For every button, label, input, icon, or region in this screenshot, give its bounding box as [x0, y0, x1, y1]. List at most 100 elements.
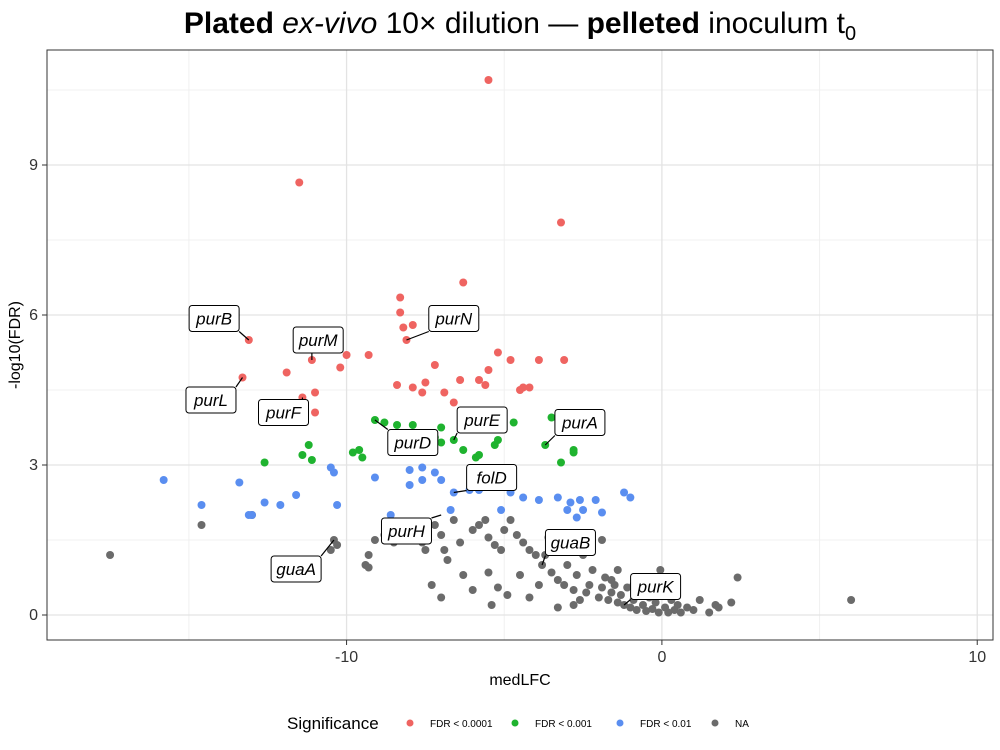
gene-label-box	[630, 573, 682, 600]
data-point	[651, 598, 660, 607]
data-point	[348, 448, 357, 457]
data-point	[553, 603, 562, 612]
data-point	[575, 496, 584, 504]
data-point	[484, 533, 493, 542]
data-point	[597, 583, 606, 592]
data-point	[437, 531, 446, 539]
data-point	[333, 501, 342, 509]
data-point	[705, 608, 714, 617]
data-point	[484, 568, 493, 577]
data-point	[421, 378, 430, 387]
x-axis: -10 0 10	[335, 640, 986, 666]
data-point	[490, 541, 499, 549]
label-leader-line	[431, 514, 442, 519]
data-point	[449, 516, 458, 524]
data-point	[553, 576, 562, 584]
data-point	[235, 478, 244, 487]
data-point	[616, 591, 625, 599]
gene-label-guaB: guaB	[551, 534, 591, 553]
data-point	[106, 551, 115, 559]
data-point	[519, 493, 528, 502]
data-point	[582, 588, 591, 597]
data-point	[276, 501, 285, 509]
data-point	[656, 566, 665, 574]
data-point	[370, 473, 379, 482]
data-point	[560, 356, 569, 364]
gene-labels: purB purL purM purF purN purE purA purD folD purH…	[185, 305, 682, 606]
data-point	[247, 511, 256, 519]
data-point	[304, 441, 313, 449]
data-point	[607, 576, 616, 584]
legend-key	[406, 719, 414, 727]
data-point	[683, 603, 692, 612]
data-point	[689, 606, 698, 614]
data-point	[676, 608, 685, 617]
data-point	[847, 596, 856, 604]
gene-label-box	[380, 517, 432, 545]
plot-border	[46, 49, 994, 641]
label-leader-line	[374, 419, 389, 430]
data-point	[569, 448, 578, 457]
label-leader-line	[541, 555, 547, 566]
data-point	[585, 581, 594, 589]
data-point	[531, 551, 540, 559]
data-point	[260, 498, 269, 507]
data-point	[298, 451, 307, 459]
data-point	[648, 605, 657, 613]
data-point	[159, 476, 168, 484]
data-point	[326, 546, 335, 554]
gene-label-box	[456, 406, 508, 434]
data-point	[475, 376, 484, 384]
gene-label-box	[544, 529, 596, 556]
label-leader-line	[544, 435, 556, 446]
data-point	[427, 581, 436, 589]
data-point	[579, 506, 588, 514]
gene-label-box	[270, 555, 322, 583]
data-point	[569, 601, 578, 609]
data-point	[597, 508, 606, 517]
data-point	[572, 513, 581, 522]
gene-label-purL: purL	[193, 391, 228, 410]
data-point	[440, 546, 449, 554]
data-point	[642, 607, 651, 615]
label-leader-line	[453, 489, 467, 494]
data-point	[695, 596, 704, 604]
gene-label-box	[258, 399, 309, 426]
gene-label-purF: purF	[265, 404, 303, 423]
data-point	[430, 361, 439, 369]
legend-label: FDR < 0.001	[535, 719, 592, 730]
gene-label-box	[185, 386, 237, 414]
legend-title: Significance	[287, 714, 379, 733]
data-point	[393, 421, 402, 429]
gene-label-guaA: guaA	[276, 560, 316, 579]
data-point	[563, 506, 572, 514]
legend: Significance FDR < 0.0001 FDR < 0.001 FDR <…	[287, 714, 749, 733]
data-point	[503, 591, 512, 599]
data-point	[525, 383, 534, 392]
data-point	[418, 388, 427, 397]
data-point	[292, 491, 301, 499]
gene-label-box	[554, 409, 606, 436]
gene-label-purH: purH	[387, 522, 426, 541]
data-point	[493, 348, 502, 357]
title-part: ex-vivo	[282, 7, 377, 40]
data-point	[566, 498, 575, 507]
data-point	[556, 218, 565, 227]
title-part: 10× dilution —	[377, 7, 586, 40]
data-point	[449, 398, 458, 407]
data-point	[333, 541, 342, 549]
data-point	[386, 511, 395, 519]
x-tick-label: 10	[968, 649, 986, 666]
data-point	[519, 538, 528, 547]
data-point	[421, 546, 430, 554]
data-point	[408, 383, 417, 392]
gene-label-box	[428, 305, 480, 332]
gene-label-box	[292, 326, 344, 354]
data-point	[556, 458, 565, 467]
data-point	[613, 566, 622, 574]
legend-label: FDR < 0.0001	[430, 719, 493, 730]
data-point	[481, 381, 490, 389]
chart-title: Plated ex-vivo 10× dilution — pelleted i…	[184, 7, 856, 45]
